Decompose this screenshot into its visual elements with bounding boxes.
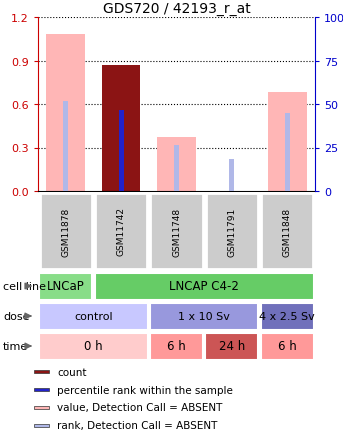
Bar (46, 35, 85, 191)
Text: GSM11848: GSM11848 (283, 207, 292, 256)
Text: GSM11748: GSM11748 (172, 207, 181, 256)
Bar (206, 194, 258, 269)
Text: count: count (57, 367, 87, 377)
Text: 0 h: 0 h (84, 340, 103, 353)
Text: GSM11742: GSM11742 (117, 207, 126, 256)
Bar (34, 388, 49, 391)
Bar (268, 93, 307, 191)
Bar (151, 194, 202, 269)
Bar (39, 273, 92, 300)
Bar (261, 333, 314, 360)
Bar (229, 160, 234, 191)
Bar (95, 194, 147, 269)
Bar (205, 333, 259, 360)
Bar (102, 66, 141, 191)
Bar (261, 194, 314, 269)
Text: 1 x 10 Sv: 1 x 10 Sv (178, 311, 230, 321)
Text: 4 x 2.5 Sv: 4 x 2.5 Sv (259, 311, 315, 321)
Bar (34, 424, 49, 427)
Text: value, Detection Call = ABSENT: value, Detection Call = ABSENT (57, 402, 223, 412)
Text: percentile rank within the sample: percentile rank within the sample (57, 385, 233, 395)
Bar (39, 303, 148, 330)
Text: 6 h: 6 h (167, 340, 186, 353)
Bar (157, 138, 196, 191)
Text: 6 h: 6 h (278, 340, 297, 353)
Text: dose: dose (3, 311, 29, 321)
Bar (285, 113, 290, 191)
Text: LNCAP C4-2: LNCAP C4-2 (169, 280, 239, 293)
Bar (34, 371, 49, 373)
Bar (150, 303, 259, 330)
Bar (34, 406, 49, 409)
Bar (95, 273, 314, 300)
Title: GDS720 / 42193_r_at: GDS720 / 42193_r_at (103, 2, 250, 16)
Text: GSM11791: GSM11791 (227, 207, 236, 256)
Text: GSM11878: GSM11878 (61, 207, 70, 256)
Text: LNCaP: LNCaP (47, 280, 85, 293)
Text: cell line: cell line (3, 281, 46, 291)
Text: 24 h: 24 h (219, 340, 245, 353)
Bar (119, 111, 123, 191)
Text: control: control (74, 311, 113, 321)
Bar (150, 333, 203, 360)
Bar (174, 145, 179, 191)
Text: time: time (3, 341, 28, 351)
Bar (40, 194, 92, 269)
Text: rank, Detection Call = ABSENT: rank, Detection Call = ABSENT (57, 420, 218, 430)
Bar (63, 102, 68, 191)
Bar (39, 333, 148, 360)
Bar (261, 303, 314, 330)
